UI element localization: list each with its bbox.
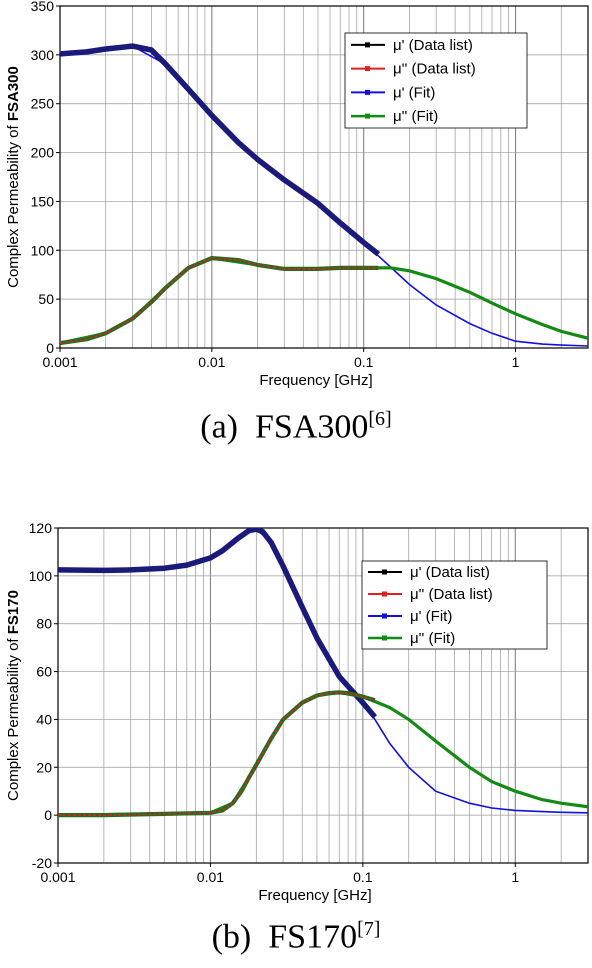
legend: μ' (Data list) μ'' (Data list) μ' (Fit) μ''… xyxy=(344,32,528,129)
legend-label: μ'' (Fit) xyxy=(393,108,438,125)
legend-label: μ' (Data list) xyxy=(410,564,490,581)
x-tick-label: 0.01 xyxy=(198,354,225,370)
plot-frame xyxy=(59,5,589,349)
legend-label: μ'' (Data list) xyxy=(410,586,493,603)
y-axis-label: Complex Permeability of FS170 xyxy=(5,590,22,801)
legend-marker xyxy=(382,635,387,641)
x-tick-label: 0.01 xyxy=(197,869,224,885)
y-axis-label-material: FS170 xyxy=(5,590,22,634)
caption-b-label: (b) xyxy=(211,918,252,956)
y-tick-label: 50 xyxy=(38,291,54,307)
y-axis-label: Complex Permeability of FSA300 xyxy=(5,66,22,288)
y-tick-label: 150 xyxy=(31,193,55,209)
x-tick-label: 0.001 xyxy=(42,354,77,370)
y-axis-label-material: FSA300 xyxy=(5,66,22,121)
plot-frame xyxy=(57,527,589,864)
x-tick-label: 0.1 xyxy=(353,869,373,885)
caption-a-name: FSA300 xyxy=(255,408,369,446)
series-line-mu-prime-data xyxy=(60,43,381,257)
y-tick-label: 100 xyxy=(29,568,53,584)
y-tick-label: 0 xyxy=(44,807,52,823)
series-group xyxy=(60,43,588,347)
x-tick-label: 0.1 xyxy=(354,354,374,370)
series-line-mu-dprime-data xyxy=(58,690,376,818)
x-axis-label: Frequency [GHz] xyxy=(258,887,371,904)
x-tick-label: 0.001 xyxy=(40,869,75,885)
x-axis-label: Frequency [GHz] xyxy=(259,372,372,389)
series-line-mu-prime-data xyxy=(58,528,377,719)
x-tick-label: 1 xyxy=(512,354,520,370)
legend-label: μ' (Fit) xyxy=(393,84,435,101)
legend-marker xyxy=(382,613,387,619)
legend-marker xyxy=(382,569,387,575)
y-axis-label-prefix: Complex Permeability of xyxy=(5,634,22,801)
legend-label: μ' (Data list) xyxy=(393,37,473,54)
legend-label: μ' (Fit) xyxy=(410,608,452,625)
y-tick-label: -20 xyxy=(32,855,52,871)
caption-a: (a) FSA300[6] xyxy=(0,408,592,446)
y-tick-label: 60 xyxy=(36,664,52,680)
legend-marker xyxy=(382,591,387,597)
caption-b-name: FS170 xyxy=(268,918,358,956)
y-tick-label: 80 xyxy=(36,616,52,632)
y-tick-label: 0 xyxy=(46,340,54,356)
y-tick-label: 20 xyxy=(36,759,52,775)
series-line-mu-dprime-data-overlay xyxy=(58,691,376,816)
legend-label: μ'' (Fit) xyxy=(410,630,455,647)
y-tick-label: 350 xyxy=(31,0,55,14)
legend: μ' (Data list) μ'' (Data list) μ' (Fit) μ''… xyxy=(361,560,548,650)
caption-a-ref: [6] xyxy=(368,408,392,430)
x-tick-label: 1 xyxy=(511,869,519,885)
legend-marker xyxy=(365,42,370,48)
y-axis-label-prefix: Complex Permeability of xyxy=(5,121,22,288)
y-tick-label: 40 xyxy=(36,711,52,727)
chart-a: 0 50 100 150 200 250 300 350 0.001 0.01 0.1 1 Freque… xyxy=(5,0,589,389)
legend-marker xyxy=(365,89,370,95)
legend-box xyxy=(361,560,548,650)
y-tick-label: 120 xyxy=(29,520,53,536)
y-tick-label: 100 xyxy=(31,242,55,258)
caption-b: (b) FS170[7] xyxy=(0,918,592,956)
series-line-mu-dprime-data xyxy=(60,256,379,346)
series-line-mu-dprime-data-overlay xyxy=(60,257,379,344)
legend-marker xyxy=(365,113,370,119)
legend-label: μ'' (Data list) xyxy=(393,61,476,78)
caption-a-label: (a) xyxy=(200,408,239,446)
chart-b: -20 0 20 40 60 80 100 120 0.001 0.01 0.1 1 Frequency… xyxy=(5,520,589,904)
legend-marker xyxy=(365,66,370,72)
y-tick-label: 250 xyxy=(31,96,55,112)
y-tick-label: 200 xyxy=(31,145,55,161)
y-tick-label: 300 xyxy=(31,47,55,63)
series-group xyxy=(58,528,588,818)
legend-box xyxy=(344,32,528,129)
caption-b-ref: [7] xyxy=(357,918,381,940)
